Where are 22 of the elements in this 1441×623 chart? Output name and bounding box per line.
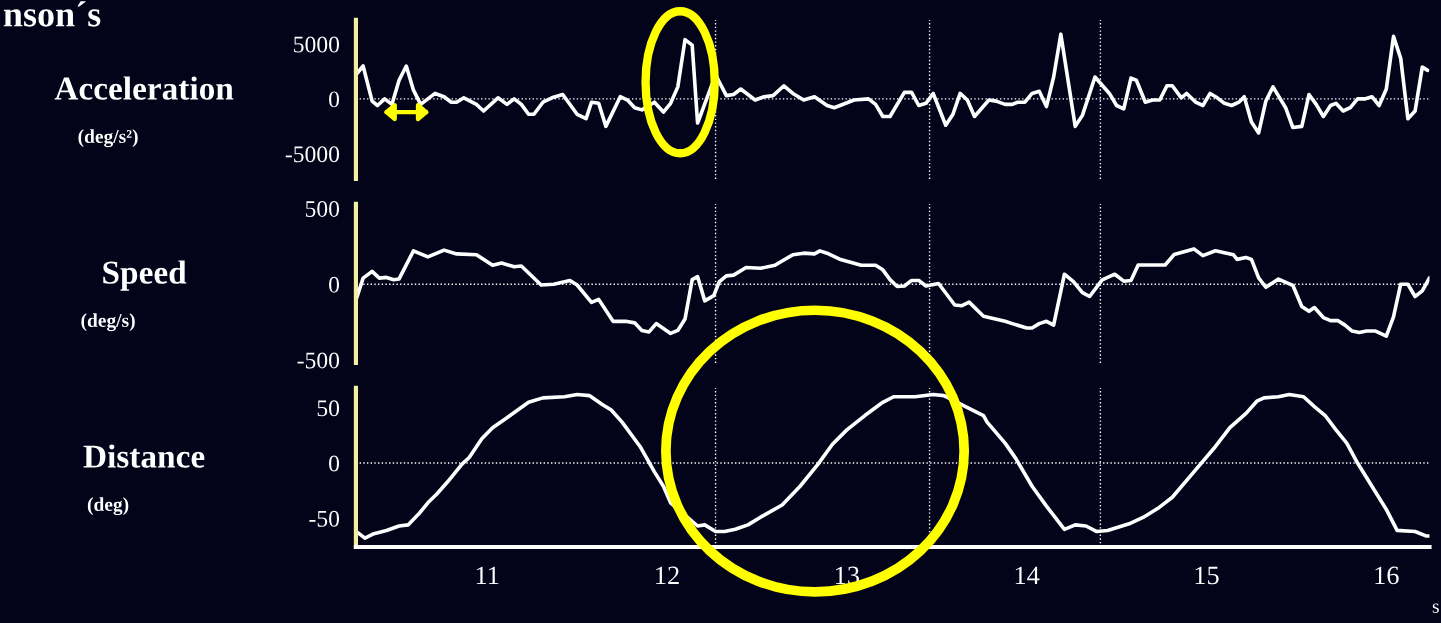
x-tick-label: 11 [476, 566, 499, 585]
y-tick-label: 5000 [294, 36, 340, 53]
y-tick-label: 0 [329, 91, 340, 108]
x-axis-title: s [1432, 603, 1439, 613]
y-axis-title: Distance [83, 444, 205, 468]
y-tick-label: 0 [329, 455, 340, 472]
text: (deg/s) [81, 313, 135, 332]
text: (deg) [87, 497, 129, 516]
text: nson´s [3, 1, 101, 27]
y-axis-title: Acceleration [54, 76, 234, 100]
y-axis-title: Speed [103, 260, 187, 291]
y-tick-label: 0 [329, 276, 340, 293]
x-tick-label: 14 [1015, 566, 1040, 585]
text: (deg/s²) [78, 129, 138, 148]
x-tick-label: 15 [1195, 566, 1219, 585]
x-tick-label: 16 [1375, 566, 1399, 585]
y-tick-label: 500 [305, 200, 340, 217]
y-tick-label: -500 [297, 352, 340, 369]
y-tick-label: -50 [309, 510, 340, 527]
x-tick-label: 12 [656, 566, 679, 585]
y-tick-label: 50 [317, 400, 340, 417]
y-tick-label: -5000 [285, 146, 340, 163]
